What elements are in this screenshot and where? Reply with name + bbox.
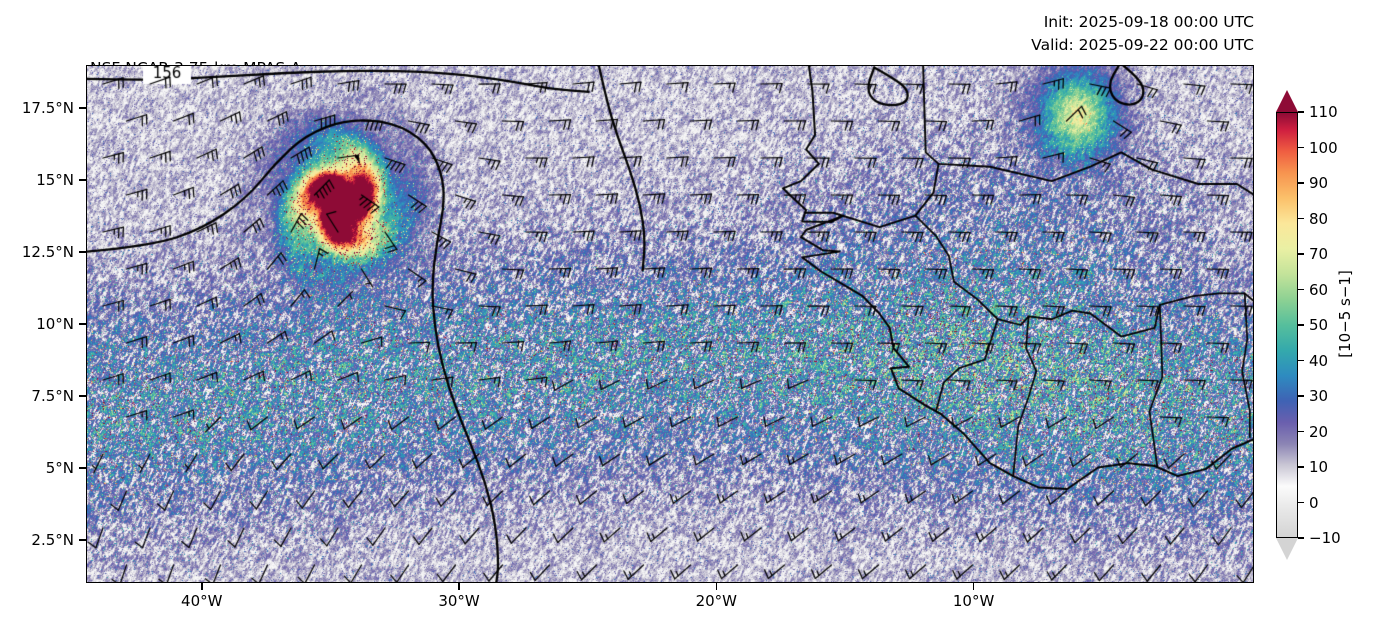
colorbar-tick-mark bbox=[1298, 537, 1304, 539]
latitude-tick-mark bbox=[79, 179, 86, 181]
colorbar-tick-label: 50 bbox=[1309, 316, 1329, 334]
colorbar-tick-label: 40 bbox=[1309, 351, 1329, 370]
longitude-tick-mark bbox=[200, 583, 203, 590]
colorbar-tick-mark bbox=[1298, 359, 1304, 362]
colorbar-tick-mark bbox=[1298, 217, 1304, 220]
colorbar-tick-mark bbox=[1298, 288, 1304, 291]
latitude-tick-mark bbox=[79, 251, 86, 253]
latitude-tick-label: 5°N bbox=[45, 458, 74, 477]
colorbar-tick-label: 110 bbox=[1309, 103, 1338, 121]
latitude-tick-label: 12.5°N bbox=[21, 243, 74, 262]
latitude-tick-mark bbox=[79, 395, 86, 397]
longitude-tick-label: 20°W bbox=[695, 592, 738, 610]
colorbar-tick-label: 10 bbox=[1309, 458, 1329, 476]
longitude-tick-mark bbox=[715, 583, 718, 590]
latitude-tick-label: 10°N bbox=[36, 315, 74, 333]
latitude-tick-mark bbox=[79, 323, 86, 325]
colorbar-tick-mark bbox=[1298, 111, 1304, 113]
colorbar-tick-mark bbox=[1298, 146, 1304, 149]
colorbar-tick-mark bbox=[1298, 182, 1304, 184]
colorbar-tick-label: 100 bbox=[1309, 138, 1338, 157]
colorbar-tick-mark bbox=[1298, 324, 1304, 326]
latitude-tick-label: 15°N bbox=[36, 171, 74, 190]
longitude-tick-label: 40°W bbox=[181, 592, 223, 610]
longitude-tick-mark bbox=[972, 583, 975, 590]
latitude-tick-label: 2.5°N bbox=[31, 530, 74, 549]
longitude-tick-label: 30°W bbox=[438, 592, 480, 610]
latitude-tick-label: 7.5°N bbox=[31, 386, 74, 405]
colorbar-gradient bbox=[1276, 112, 1298, 538]
colorbar-tick-mark bbox=[1298, 430, 1304, 433]
colorbar-extend-min-arrow bbox=[1276, 538, 1298, 560]
map-axes bbox=[86, 65, 1254, 583]
latitude-tick-mark bbox=[79, 539, 86, 541]
init-time-label: Init: 2025-09-18 00:00 UTC bbox=[1043, 13, 1254, 31]
colorbar-tick-label: 80 bbox=[1309, 209, 1329, 228]
vorticity-map-canvas bbox=[87, 66, 1253, 582]
colorbar-tick-label: 0 bbox=[1309, 493, 1319, 512]
colorbar-tick-label: 30 bbox=[1309, 387, 1329, 405]
longitude-tick-mark bbox=[458, 583, 460, 590]
colorbar-extend-max-arrow bbox=[1276, 90, 1298, 112]
colorbar-tick-label: 20 bbox=[1309, 422, 1329, 441]
valid-time-label: Valid: 2025-09-22 00:00 UTC bbox=[1031, 36, 1254, 54]
colorbar bbox=[1276, 90, 1298, 560]
latitude-tick-mark bbox=[79, 107, 86, 109]
colorbar-tick-mark bbox=[1298, 395, 1304, 397]
colorbar-tick-mark bbox=[1298, 501, 1304, 504]
colorbar-tick-label: 60 bbox=[1309, 280, 1329, 299]
colorbar-tick-label: 90 bbox=[1309, 174, 1329, 192]
colorbar-tick-mark bbox=[1298, 253, 1304, 255]
colorbar-tick-mark bbox=[1298, 466, 1304, 468]
colorbar-title: [10−5 s−1] bbox=[1336, 270, 1354, 358]
figure-title-right: Init: 2025-09-18 00:00 UTC Valid: 2025-0… bbox=[1031, 11, 1254, 57]
latitude-tick-label: 17.5°N bbox=[21, 99, 74, 118]
latitude-tick-mark bbox=[79, 467, 86, 469]
colorbar-tick-label: 70 bbox=[1309, 245, 1329, 263]
colorbar-tick-label: −10 bbox=[1309, 529, 1341, 547]
longitude-tick-label: 10°W bbox=[952, 592, 995, 610]
